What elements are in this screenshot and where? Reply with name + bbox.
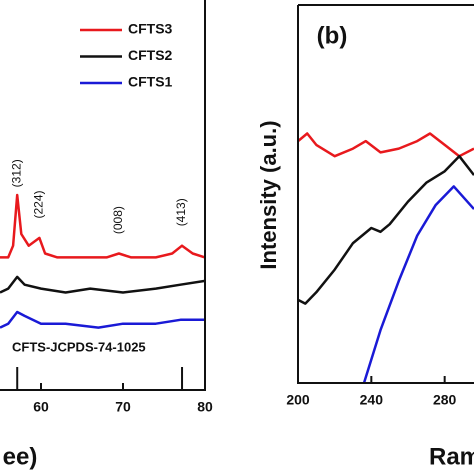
legend-label: CFTS3 [128, 21, 173, 37]
series-line [0, 275, 205, 294]
x-tick-label: 60 [33, 399, 49, 415]
peak-label: (008) [111, 206, 125, 234]
series-line [298, 154, 474, 305]
x-tick-label: 280 [433, 392, 457, 408]
peak-label: (224) [32, 190, 46, 218]
peak-label: (413) [174, 198, 188, 226]
x-axis-label: ee) [3, 443, 38, 470]
x-axis-label: Ram [429, 443, 474, 470]
y-axis-label: Intensity (a.u.) [256, 120, 281, 269]
x-tick-label: 80 [197, 399, 213, 415]
plot-area [298, 132, 474, 383]
legend-label: CFTS2 [128, 47, 173, 63]
x-tick-label: 200 [286, 392, 310, 408]
series-line [298, 132, 474, 158]
peak-label: (312) [9, 159, 23, 187]
reference-label: CFTS-JCPDS-74-1025 [12, 339, 146, 354]
x-tick-label: 240 [360, 392, 384, 408]
x-tick-label: 70 [115, 399, 131, 415]
series-line [0, 193, 205, 259]
plot-area [0, 193, 205, 329]
legend-label: CFTS1 [128, 74, 173, 90]
series-line [362, 185, 474, 383]
panel-label: (b) [317, 22, 348, 49]
series-line [0, 310, 205, 329]
